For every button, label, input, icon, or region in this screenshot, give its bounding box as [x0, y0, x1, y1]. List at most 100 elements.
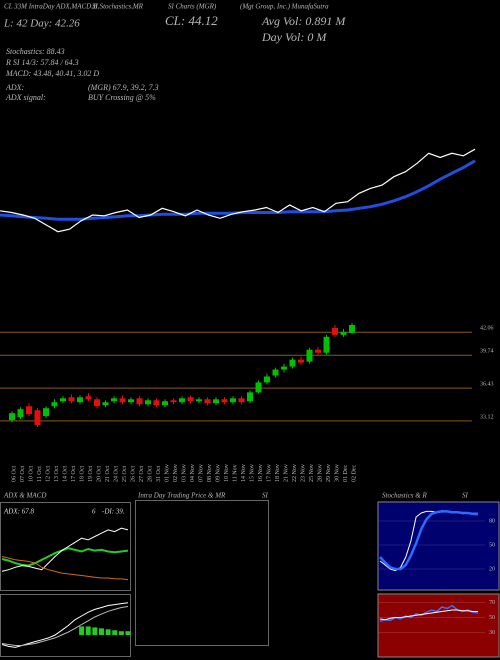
candle-body: [196, 399, 202, 402]
rsi-background: [377, 593, 500, 658]
panel-label: 6: [92, 508, 96, 516]
date-label: 14 Nov: [241, 464, 247, 482]
candle-body: [153, 400, 160, 406]
candle-body: [43, 408, 49, 417]
candle-body: [230, 398, 236, 403]
tick-label: 30: [489, 630, 495, 636]
date-label: 13 Oct: [54, 466, 60, 482]
candle-body: [221, 399, 228, 403]
panel-label: -DI: 39.: [102, 508, 125, 516]
candle-body: [136, 398, 143, 405]
stoch-line: [379, 510, 478, 571]
level-label: 42.06: [480, 326, 494, 332]
candle-body: [34, 410, 41, 426]
date-label: 14 Oct: [62, 466, 68, 482]
macd-bar: [98, 628, 104, 635]
panel-title: SI: [462, 492, 469, 500]
tick-label: 50: [489, 542, 495, 548]
candle-body: [298, 359, 304, 363]
candle-body: [9, 413, 15, 421]
date-label: 26 Oct: [130, 466, 136, 482]
candle-body: [187, 397, 194, 402]
candle-body: [26, 406, 32, 415]
candle-body: [179, 398, 185, 403]
candle-body: [17, 409, 24, 418]
date-label: 15 Nov: [249, 464, 255, 482]
date-label: 02 Dec: [351, 465, 357, 482]
candle-body: [272, 369, 279, 376]
intraday-frame: [135, 500, 269, 646]
level-label: 33.12: [480, 414, 494, 420]
macd-bar: [112, 630, 118, 635]
tick-label: 50: [489, 615, 495, 621]
macd-bar: [79, 626, 85, 635]
header-text: (MGR) 67.9, 39.2, 7.3: [88, 83, 159, 92]
header-text: Avg Vol: 0.891 M: [261, 14, 346, 28]
date-label: 10 Oct: [28, 466, 34, 482]
date-label: 24 Oct: [113, 466, 119, 482]
header-text: L: 42 Day: 42.26: [3, 18, 80, 30]
candle-body: [255, 382, 262, 393]
candle-body: [204, 399, 211, 404]
candle-body: [332, 327, 338, 335]
candle-body: [349, 324, 355, 333]
candle-body: [170, 400, 177, 403]
panel-title: Intra Day Trading Price & MR: [137, 492, 226, 500]
date-label: 18 Oct: [79, 466, 85, 482]
date-label: 31 Oct: [156, 466, 162, 482]
date-label: 09 Nov: [215, 464, 221, 482]
candle-body: [94, 399, 100, 407]
date-label: 11 Nov: [232, 464, 238, 482]
header-text: SI Charts (MGR): [168, 3, 217, 11]
candle-body: [102, 402, 109, 406]
tick-label: 70: [489, 600, 495, 606]
panel-title: Stochastics & R: [382, 492, 427, 500]
candle-body: [60, 398, 66, 402]
level-label: 36.43: [480, 381, 494, 387]
candle-body: [315, 349, 321, 353]
macd-bar: [105, 629, 111, 635]
date-label: 22 Nov: [292, 464, 298, 482]
header-text: CL: 44.12: [165, 13, 218, 28]
date-label: 28 Oct: [147, 466, 153, 482]
header-text: R SI 14/3: 57.84 / 64.3: [5, 58, 79, 67]
candle-body: [128, 399, 134, 403]
date-label: 17 Nov: [266, 464, 272, 482]
date-label: 23 Nov: [300, 464, 306, 482]
stoch-background: [377, 501, 500, 591]
macd-bar: [85, 626, 91, 635]
macd-bar: [92, 627, 98, 635]
candle-body: [51, 402, 58, 407]
candle-body: [68, 397, 75, 402]
date-label: 10 Nov: [224, 464, 230, 482]
price-line: [0, 148, 476, 233]
date-label: 19 Oct: [88, 466, 94, 482]
date-label: 01 Dec: [343, 465, 349, 482]
macd-frame: [0, 594, 131, 657]
header-text: (Mgt Group, Inc.) MunafaSutra: [240, 3, 329, 11]
date-label: 06 Oct: [11, 466, 17, 482]
header-text: ADX:: [5, 83, 25, 92]
date-label: 11 Oct: [37, 466, 43, 482]
header-text: BUY Crossing @ 5%: [88, 93, 156, 102]
header-text: SI,Stochastics,MR: [92, 3, 144, 11]
candle-body: [340, 331, 347, 335]
date-label: 28 Nov: [317, 464, 323, 482]
date-label: 29 Nov: [326, 464, 332, 482]
date-label: 01 Nov: [164, 464, 170, 482]
date-label: 16 Nov: [258, 464, 264, 482]
date-label: 18 Nov: [275, 464, 281, 482]
date-label: 12 Oct: [45, 466, 51, 482]
date-label: 25 Oct: [122, 466, 128, 482]
candle-body: [323, 336, 330, 353]
tick-label: 20: [489, 566, 495, 572]
macd-bar: [118, 631, 124, 635]
date-label: 30 Nov: [334, 464, 340, 482]
adx-line: [1, 527, 129, 572]
rsi-line: [379, 609, 478, 621]
candle-body: [213, 399, 219, 404]
macd-bar: [125, 631, 131, 635]
date-label: 27 Oct: [139, 466, 145, 482]
